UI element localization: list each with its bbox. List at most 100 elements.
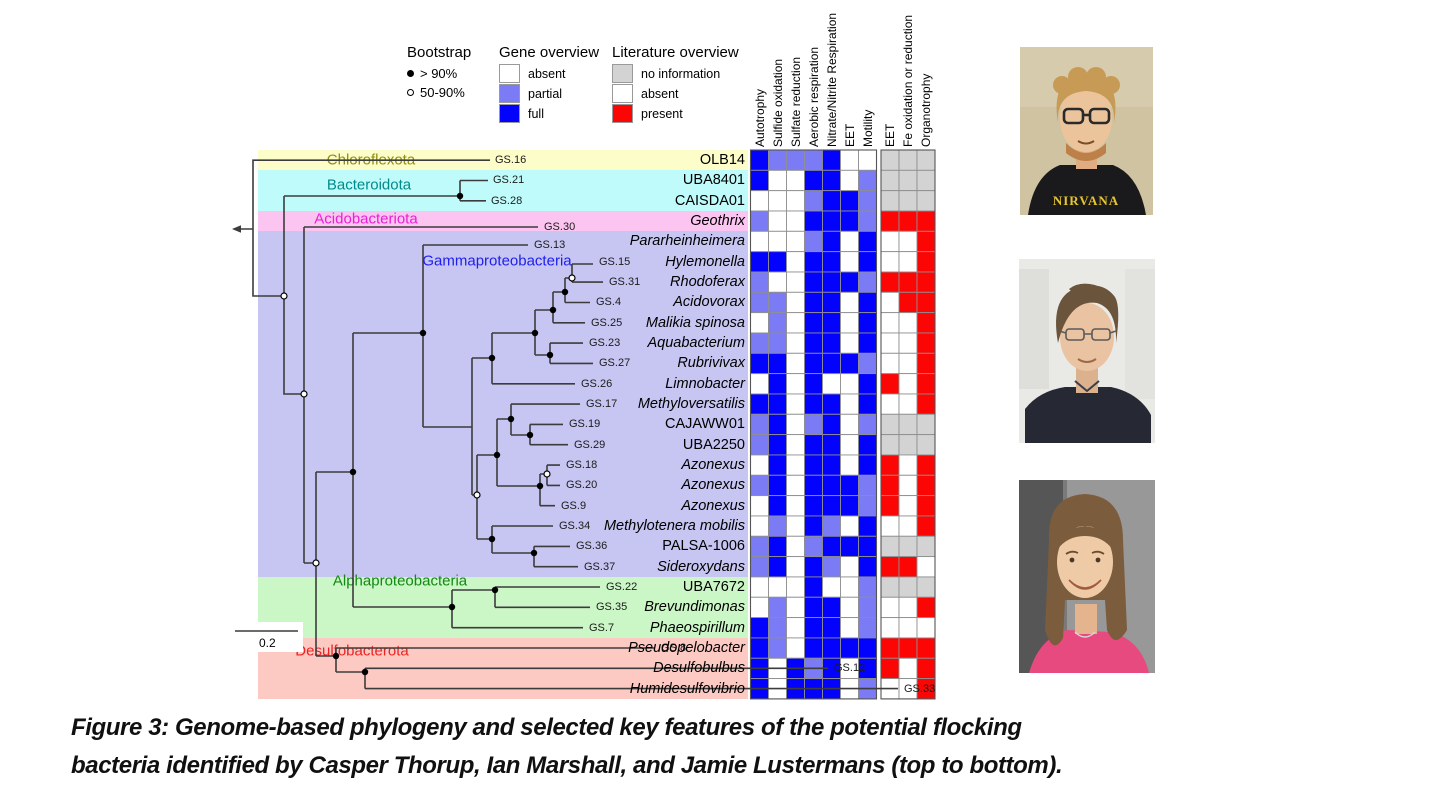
heatmap-cell-gene xyxy=(840,556,859,578)
photo-jamie-lustermans xyxy=(1019,480,1155,673)
heatmap-cell-gene xyxy=(804,230,823,253)
heatmap-cell-gene xyxy=(858,495,877,517)
lit-noinfo-swatch xyxy=(612,64,633,83)
heatmap-cell-gene xyxy=(786,169,805,192)
heatmap-cell-gene xyxy=(840,230,859,253)
heatmap-cell-gene xyxy=(786,149,805,171)
heatmap-cell-gene xyxy=(822,230,841,253)
heatmap-cell-gene xyxy=(858,169,877,192)
heatmap-cell-gene xyxy=(768,637,787,659)
heatmap-cell-literature xyxy=(916,149,936,171)
heatmap-cell-literature xyxy=(898,271,918,293)
heatmap-cell-literature xyxy=(898,617,918,639)
heatmap-cell-gene xyxy=(804,271,823,293)
heatmap-cell-gene xyxy=(786,312,805,334)
heatmap-cell-gene xyxy=(786,251,805,273)
heatmap-cell-gene xyxy=(858,190,877,212)
gene-absent-swatch xyxy=(499,64,520,83)
heatmap-cell-gene xyxy=(840,515,859,537)
heatmap-cell-gene xyxy=(858,657,877,680)
heatmap-cell-gene xyxy=(858,576,877,598)
legend-literature-title: Literature overview xyxy=(612,44,739,61)
heatmap-cell-gene xyxy=(840,149,859,171)
heatmap-cell-gene xyxy=(768,210,787,232)
gene-absent-label: absent xyxy=(528,67,566,81)
heatmap-cell-gene xyxy=(750,474,769,497)
heatmap-cell-gene xyxy=(840,454,859,476)
figure-caption: Figure 3: Genome-based phylogeny and sel… xyxy=(71,709,1131,785)
heatmap-cell-gene xyxy=(840,291,859,314)
heatmap-cell-literature xyxy=(880,271,900,293)
heatmap-cell-gene xyxy=(822,434,841,456)
lit-present-swatch xyxy=(612,104,633,123)
heatmap-cell-literature xyxy=(916,434,936,456)
heatmap-cell-literature xyxy=(880,332,900,354)
heatmap-cell-literature xyxy=(916,271,936,293)
heatmap-cell-literature xyxy=(880,434,900,456)
heatmap-cell-literature xyxy=(880,373,900,395)
heatmap-cell-gene xyxy=(858,474,877,497)
gene-partial-label: partial xyxy=(528,87,563,101)
heatmap-cell-gene xyxy=(858,352,877,375)
heatmap-cell-gene xyxy=(822,373,841,395)
heatmap-cell-gene xyxy=(786,637,805,659)
heatmap-cell-gene xyxy=(858,454,877,476)
heatmap-cell-gene xyxy=(768,454,787,476)
heatmap-block-outline xyxy=(749,149,878,700)
heatmap-cell-literature xyxy=(898,393,918,415)
heatmap-cell-gene xyxy=(786,271,805,293)
heatmap-cell-literature xyxy=(880,657,900,680)
heatmap-cell-gene xyxy=(804,190,823,212)
legend-gene-title: Gene overview xyxy=(499,44,600,61)
heatmap-cell-literature xyxy=(916,657,936,680)
heatmap-cell-gene xyxy=(858,373,877,395)
heatmap-cell-gene xyxy=(822,535,841,558)
heatmap-cell-gene xyxy=(750,190,769,212)
heatmap-cell-gene xyxy=(750,149,769,171)
heatmap-cell-gene xyxy=(768,332,787,354)
heatmap-cell-gene xyxy=(822,149,841,171)
heatmap-cell-gene xyxy=(858,393,877,415)
heatmap-cell-literature xyxy=(916,393,936,415)
heatmap-cell-gene xyxy=(768,169,787,192)
heatmap-cell-gene xyxy=(858,596,877,619)
heatmap-cell-gene xyxy=(858,535,877,558)
heatmap-cell-gene xyxy=(804,149,823,171)
heatmap-cell-gene xyxy=(822,515,841,537)
heatmap-cell-literature xyxy=(880,210,900,232)
heatmap-cell-gene xyxy=(822,556,841,578)
heatmap-cell-gene xyxy=(750,637,769,659)
heatmap-cell-literature xyxy=(916,230,936,253)
heatmap-cell-gene xyxy=(822,271,841,293)
heatmap-cell-gene xyxy=(858,332,877,354)
heatmap-cell-gene xyxy=(804,617,823,639)
heatmap-cell-gene xyxy=(750,373,769,395)
heatmap-cell-literature xyxy=(880,535,900,558)
heatmap-cell-gene xyxy=(858,210,877,232)
heatmap-cell-gene xyxy=(804,474,823,497)
heatmap-cell-literature xyxy=(898,210,918,232)
legend-bootstrap-item: 50-90% xyxy=(407,85,465,100)
heatmap-cell-literature xyxy=(880,291,900,314)
heatmap-cell-gene xyxy=(768,556,787,578)
heatmap-cell-gene xyxy=(786,393,805,415)
heatmap-cell-literature xyxy=(880,413,900,436)
heatmap-cell-literature xyxy=(916,190,936,212)
heatmap-cell-gene xyxy=(840,190,859,212)
heatmap-cell-gene xyxy=(786,291,805,314)
heatmap-cell-gene xyxy=(786,373,805,395)
heatmap-cell-gene xyxy=(804,210,823,232)
heatmap-cell-literature xyxy=(916,332,936,354)
heatmap-cell-literature xyxy=(916,678,936,700)
heatmap-cell-gene xyxy=(840,413,859,436)
heatmap-cell-gene xyxy=(750,495,769,517)
dark-shirt xyxy=(1025,387,1151,443)
heatmap-cell-gene xyxy=(840,210,859,232)
heatmap-cell-gene xyxy=(840,312,859,334)
open-circle-icon xyxy=(407,89,414,96)
heatmap-cell-literature xyxy=(898,576,918,598)
heatmap-cell-gene xyxy=(840,434,859,456)
heatmap-cell-gene xyxy=(750,617,769,639)
heatmap-cell-gene xyxy=(822,637,841,659)
